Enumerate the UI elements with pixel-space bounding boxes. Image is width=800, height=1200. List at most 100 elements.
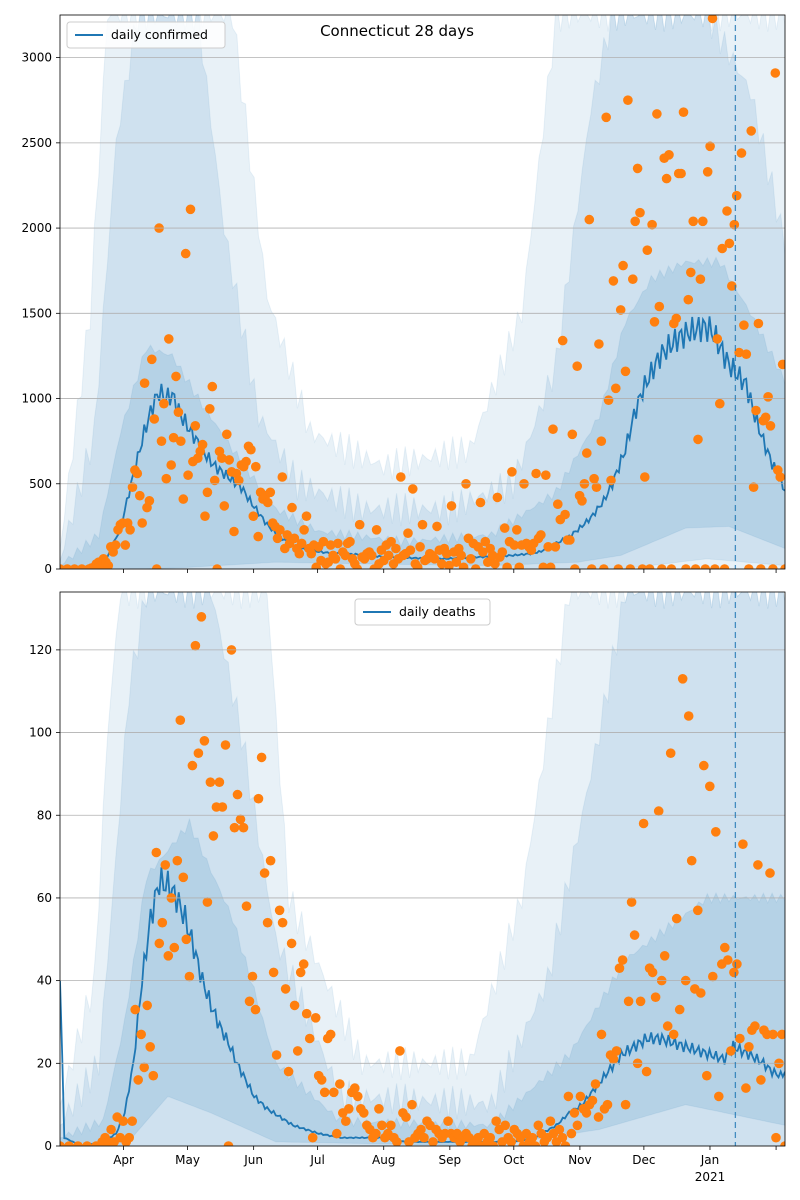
observed-point xyxy=(601,112,611,123)
uncertainty-band-inner xyxy=(60,818,785,1146)
y-tick-label: 60 xyxy=(37,891,52,905)
observed-point xyxy=(715,398,725,409)
observed-point xyxy=(530,1141,541,1146)
observed-point xyxy=(768,1029,778,1040)
observed-point xyxy=(190,640,201,651)
y-tick-label: 2500 xyxy=(21,136,52,150)
observed-point xyxy=(671,913,682,924)
observed-point xyxy=(565,535,575,545)
observed-point xyxy=(298,959,309,969)
observed-point xyxy=(775,472,785,482)
observed-point xyxy=(677,674,688,684)
plot-area xyxy=(60,592,785,1146)
observed-point xyxy=(144,496,155,506)
observed-point xyxy=(214,777,225,787)
observed-point xyxy=(219,501,230,511)
observed-point xyxy=(292,1046,303,1056)
observed-point xyxy=(509,540,520,550)
observed-point xyxy=(217,453,227,464)
observed-point xyxy=(412,562,423,569)
observed-point xyxy=(602,1099,613,1110)
observed-point xyxy=(623,996,634,1007)
observed-point xyxy=(590,1079,601,1089)
observed-point xyxy=(719,564,730,569)
observed-point xyxy=(280,984,291,994)
observed-point xyxy=(77,564,87,569)
observed-point xyxy=(335,1079,345,1089)
observed-point xyxy=(577,496,587,506)
observed-point xyxy=(127,482,138,493)
observed-point xyxy=(589,473,599,484)
observed-point xyxy=(330,554,341,564)
observed-point xyxy=(507,467,517,477)
observed-point xyxy=(256,752,267,763)
y-tick-label: 120 xyxy=(29,643,52,657)
observed-point xyxy=(133,1075,143,1085)
uncertainty-band-middle xyxy=(60,592,785,1146)
observed-point xyxy=(415,542,425,552)
observed-point xyxy=(325,540,336,550)
observed-point xyxy=(306,548,317,559)
observed-point xyxy=(157,917,168,928)
observed-point xyxy=(640,472,650,482)
observed-point xyxy=(618,260,628,271)
observed-point xyxy=(391,543,401,554)
observed-point xyxy=(698,216,708,227)
chart-deaths: 0 20 40 60 80 100 120 Apr May Jun Jul Aug Sep Oct Nov D… xyxy=(29,591,786,1184)
observed-point xyxy=(650,992,661,1002)
observed-point xyxy=(142,1000,152,1011)
observed-point xyxy=(674,1004,685,1015)
observed-point xyxy=(635,207,645,218)
observed-point xyxy=(367,550,377,561)
observed-point xyxy=(771,1132,781,1143)
observed-point xyxy=(196,612,207,622)
observed-point xyxy=(502,562,512,569)
observed-point xyxy=(593,1112,604,1122)
observed-point xyxy=(671,313,682,324)
observed-point xyxy=(647,967,658,978)
observed-point xyxy=(700,564,711,569)
observed-point xyxy=(193,748,204,758)
observed-point xyxy=(168,432,179,443)
x-tick-label: Dec xyxy=(632,1153,655,1167)
observed-point xyxy=(615,305,626,315)
uncertainty-band-outer xyxy=(60,592,785,1146)
observed-point xyxy=(657,564,667,569)
observed-point xyxy=(145,1042,155,1052)
observed-point xyxy=(470,564,481,569)
observed-point xyxy=(632,163,643,174)
observed-point xyxy=(696,988,706,998)
observed-point xyxy=(543,542,553,552)
observed-point xyxy=(763,392,773,402)
observed-point xyxy=(405,545,416,555)
observed-point xyxy=(536,530,546,540)
observed-point xyxy=(729,967,739,978)
observed-point xyxy=(377,1120,387,1131)
x-tick-label: Apr xyxy=(113,1153,134,1167)
observed-point xyxy=(642,245,653,255)
observed-point xyxy=(630,216,640,227)
observed-point xyxy=(325,1029,336,1040)
observed-point xyxy=(64,1141,74,1146)
observed-point xyxy=(299,525,309,535)
observed-point xyxy=(395,1046,405,1056)
legend-box xyxy=(354,598,491,626)
observed-point xyxy=(666,564,677,569)
observed-point xyxy=(744,1042,754,1052)
observed-point xyxy=(653,806,664,816)
observed-point xyxy=(591,482,602,493)
observed-point xyxy=(106,1124,116,1135)
observed-point xyxy=(641,1066,652,1077)
y-tick-label: 1000 xyxy=(21,392,52,406)
observed-point xyxy=(768,564,778,569)
observed-point xyxy=(491,1116,502,1126)
observed-point xyxy=(244,996,255,1007)
x-tick-label: Sep xyxy=(439,1153,462,1167)
plot-area xyxy=(60,15,785,569)
observed-point xyxy=(234,475,244,486)
observed-point xyxy=(760,412,771,423)
observed-point xyxy=(263,497,273,508)
observed-point xyxy=(736,148,747,158)
observed-point xyxy=(283,1066,294,1077)
observed-point xyxy=(73,1141,83,1146)
